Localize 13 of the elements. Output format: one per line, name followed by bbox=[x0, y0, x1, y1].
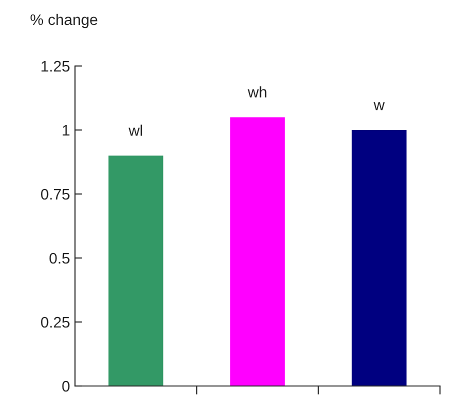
y-tick-label: 0.25 bbox=[41, 316, 70, 328]
x-tick-label: wh bbox=[248, 86, 266, 98]
y-tick-label: 1 bbox=[62, 125, 70, 136]
bar bbox=[352, 130, 407, 386]
bar bbox=[230, 117, 285, 386]
y-tick-label: 0 bbox=[62, 380, 70, 392]
y-tick-label: 0.5 bbox=[50, 252, 70, 264]
y-tick-label: 0.75 bbox=[41, 188, 70, 200]
y-tick-label: 1.25 bbox=[42, 60, 70, 72]
y-axis-title: % change bbox=[30, 14, 98, 28]
bar bbox=[108, 156, 164, 386]
x-tick-label: wl bbox=[128, 124, 142, 136]
x-tick-label: w bbox=[374, 102, 385, 110]
